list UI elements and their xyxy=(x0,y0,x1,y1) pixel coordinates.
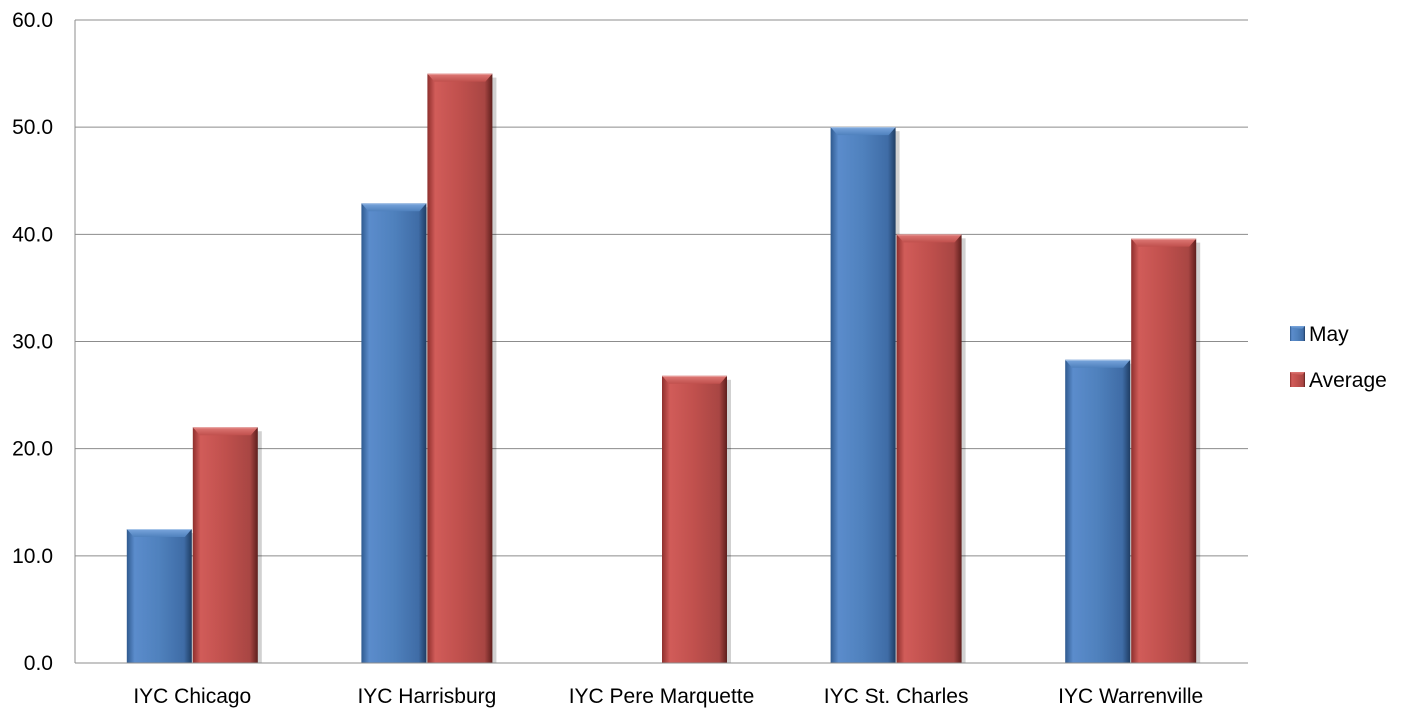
bar-body xyxy=(830,127,896,663)
legend-swatch xyxy=(1290,326,1305,341)
legend-swatch-cap xyxy=(1290,372,1305,375)
bar-average-2 xyxy=(662,375,731,663)
bar-may-1 xyxy=(361,203,431,663)
x-tick-label: IYC Pere Marquette xyxy=(569,685,755,708)
bar-body xyxy=(126,529,192,663)
bar-cap xyxy=(427,73,493,82)
bar-body xyxy=(1131,238,1197,663)
bar-may-3 xyxy=(830,127,900,663)
bar-cap xyxy=(126,529,192,538)
bar-average-0 xyxy=(192,427,262,663)
y-tick-label: 40.0 xyxy=(12,223,53,246)
bar-average-4 xyxy=(1131,238,1201,663)
legend-swatch-cap xyxy=(1290,326,1305,329)
gridlines xyxy=(75,19,1248,664)
bar-cap xyxy=(1065,359,1131,368)
legend-item-may: May xyxy=(1290,323,1349,346)
bar-cap xyxy=(361,203,427,212)
legend-swatch xyxy=(1290,372,1305,387)
y-tick-label: 0.0 xyxy=(24,652,53,675)
x-tick-label: IYC Harrisburg xyxy=(357,685,496,708)
y-tick-label: 20.0 xyxy=(12,438,53,461)
bar-may-4 xyxy=(1065,359,1135,663)
y-tick-label: 30.0 xyxy=(12,331,53,354)
bar-cap xyxy=(1131,238,1197,247)
bar-body xyxy=(427,73,493,664)
legend-item-average: Average xyxy=(1290,369,1387,392)
bar-body xyxy=(896,234,962,664)
x-axis: IYC Chicago IYC Harrisburg IYC Pere Marque… xyxy=(75,662,1248,708)
legend-label: Average xyxy=(1309,369,1387,392)
bar-body xyxy=(192,427,258,663)
y-tick-label: 50.0 xyxy=(12,116,53,139)
y-tick-label: 10.0 xyxy=(12,545,53,568)
bar-average-1 xyxy=(427,73,497,664)
y-tick-label: 60.0 xyxy=(12,9,53,32)
legend: May Average xyxy=(1290,323,1387,392)
x-tick-label: IYC Warrenville xyxy=(1058,685,1203,708)
bar-cap xyxy=(896,234,962,243)
y-axis: 0.0 10.0 20.0 30.0 40.0 50.0 60.0 xyxy=(12,9,76,675)
bar-body xyxy=(1065,359,1131,663)
bar-body xyxy=(361,203,427,663)
bar-body xyxy=(662,375,727,663)
bar-cap xyxy=(662,375,727,384)
bar-cap xyxy=(830,127,896,136)
x-tick-label: IYC St. Charles xyxy=(824,685,969,708)
bar-average-3 xyxy=(896,234,966,664)
bar-cap xyxy=(192,427,258,436)
bars xyxy=(126,73,1201,664)
legend-label: May xyxy=(1309,323,1349,346)
bar-may-0 xyxy=(126,529,196,663)
x-tick-label: IYC Chicago xyxy=(133,685,251,708)
